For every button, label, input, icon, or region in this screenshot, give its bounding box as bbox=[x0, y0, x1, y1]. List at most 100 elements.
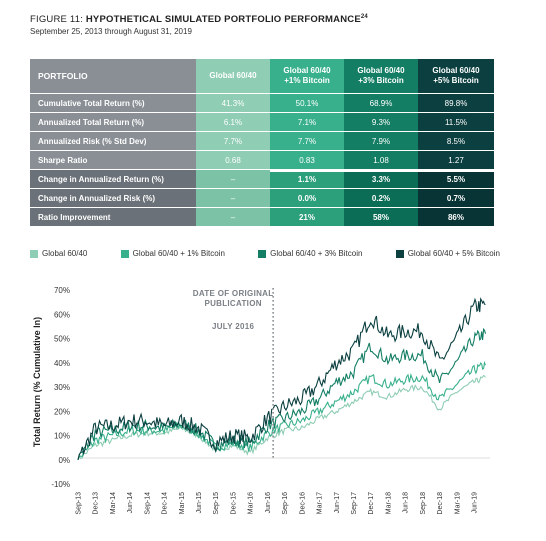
figure-subtitle: September 25, 2013 through August 31, 20… bbox=[30, 27, 192, 36]
series-line bbox=[77, 297, 486, 460]
annotation-date: JULY 2016 bbox=[212, 322, 255, 331]
row-label: Change in Annualized Return (%) bbox=[30, 170, 196, 189]
column-header-line1: Global 60/40 bbox=[283, 66, 331, 75]
x-tick-label: Mar-17 bbox=[317, 492, 324, 514]
y-tick-label: 30% bbox=[54, 383, 70, 392]
x-tick-label: Sep-14 bbox=[144, 492, 151, 515]
table-cell: 7.7% bbox=[270, 132, 344, 151]
column-header-line2: +3% Bitcoin bbox=[358, 76, 404, 85]
table-cell: 21% bbox=[270, 208, 344, 227]
row-label: Annualized Risk (% Std Dev) bbox=[30, 132, 196, 151]
table-cell: 6.1% bbox=[196, 113, 270, 132]
table-row: Change in Annualized Return (%) – 1.1% 3… bbox=[30, 170, 494, 189]
x-tick-label: Mar-18 bbox=[385, 492, 392, 514]
table-cell: – bbox=[196, 208, 270, 227]
legend-label: Global 60/40 + 3% Bitcoin bbox=[270, 249, 363, 258]
x-tick-label: Jun-19 bbox=[472, 492, 479, 514]
series-group bbox=[77, 297, 487, 460]
y-axis-title: Total Return (% Cumulative ln) bbox=[32, 317, 42, 447]
table-cell: 1.27 bbox=[418, 151, 494, 170]
legend-label: Global 60/40 bbox=[42, 249, 88, 258]
table-cell: 50.1% bbox=[270, 94, 344, 113]
table-row: Annualized Risk (% Std Dev) 7.7% 7.7% 7.… bbox=[30, 132, 494, 151]
table-cell: 7.7% bbox=[196, 132, 270, 151]
x-tick-label: Sep-17 bbox=[351, 492, 358, 515]
row-label: Change in Annualized Risk (%) bbox=[30, 189, 196, 208]
legend-item: Global 60/40 bbox=[30, 249, 87, 258]
legend-swatch bbox=[120, 249, 129, 258]
legend-label: Global 60/40 + 1% Bitcoin bbox=[132, 249, 225, 258]
column-header: Global 60/40 +1% Bitcoin bbox=[270, 59, 344, 94]
y-tick-label: 60% bbox=[54, 310, 70, 319]
x-tick-label: Jun-15 bbox=[196, 492, 203, 514]
x-tick-label: Sep-18 bbox=[420, 492, 427, 515]
table-cell: 1.1% bbox=[270, 170, 344, 189]
x-tick-label: Jun-17 bbox=[334, 492, 341, 514]
table-cell: 86% bbox=[418, 208, 494, 227]
table-cell: 5.5% bbox=[418, 170, 494, 189]
row-label: Cumulative Total Return (%) bbox=[30, 94, 196, 113]
table-row: Cumulative Total Return (%) 41.3% 50.1% … bbox=[30, 94, 494, 113]
legend-swatch bbox=[30, 249, 38, 258]
figure-title-main: HYPOTHETICAL SIMULATED PORTFOLIO PERFORM… bbox=[85, 14, 361, 26]
x-tick-label: Jun-18 bbox=[403, 492, 410, 514]
legend-item: Global 60/40 + 1% Bitcoin bbox=[120, 249, 225, 258]
legend-swatch bbox=[258, 249, 267, 258]
table-cell: – bbox=[196, 170, 270, 189]
table-row: Ratio Improvement – 21% 58% 86% bbox=[30, 208, 494, 227]
annotation-line1: DATE OF ORIGINAL bbox=[193, 289, 274, 298]
table-cell: 9.3% bbox=[344, 113, 418, 132]
figure-title-prefix: FIGURE 11: bbox=[30, 14, 86, 26]
x-tick-label: Jun-16 bbox=[265, 492, 272, 514]
legend-swatch bbox=[395, 249, 404, 258]
x-tick-label: Mar-16 bbox=[248, 492, 255, 514]
table-cell: 3.3% bbox=[344, 170, 418, 189]
x-tick-label: Dec-15 bbox=[230, 492, 237, 515]
row-label: Sharpe Ratio bbox=[30, 151, 196, 170]
y-tick-label: 40% bbox=[54, 359, 70, 368]
table-cell: – bbox=[196, 189, 270, 208]
series-line bbox=[77, 374, 486, 460]
figure-title-footnote: 24 bbox=[360, 14, 368, 20]
table-cell: 68.9% bbox=[344, 94, 418, 113]
table-cell: 58% bbox=[344, 208, 418, 227]
table-cell: 1.08 bbox=[344, 151, 418, 170]
table-cell: 7.9% bbox=[344, 132, 418, 151]
row-label: Annualized Total Return (%) bbox=[30, 113, 196, 132]
table-cell: 0.68 bbox=[196, 151, 270, 170]
column-header-line1: Global 60/40 bbox=[432, 66, 480, 75]
x-tick-label: Sep-13 bbox=[76, 492, 83, 515]
y-tick-label: 10% bbox=[54, 432, 70, 441]
column-header: Global 60/40 bbox=[196, 59, 270, 94]
x-tick-label: Dec-16 bbox=[299, 492, 306, 515]
table-cell: 11.5% bbox=[418, 113, 494, 132]
y-axis: -10% 0% 10% 20% 30% 40% 50% 60% 70% bbox=[51, 286, 70, 489]
x-tick-label: Dec-14 bbox=[162, 492, 169, 515]
legend-item: Global 60/40 + 3% Bitcoin bbox=[258, 249, 362, 258]
x-tick-label: Sep-16 bbox=[282, 492, 289, 515]
column-header-line1: Global 60/40 bbox=[357, 66, 405, 75]
x-tick-label: Dec-13 bbox=[93, 492, 100, 515]
series-line bbox=[77, 360, 487, 460]
y-tick-label: 50% bbox=[54, 335, 70, 344]
table-row: Change in Annualized Risk (%) – 0.0% 0.2… bbox=[30, 189, 494, 208]
chart-legend: Global 60/40 Global 60/40 + 1% Bitcoin G… bbox=[30, 249, 500, 258]
table-cell: 8.5% bbox=[418, 132, 494, 151]
y-tick-label: 20% bbox=[54, 407, 70, 416]
table-cell: 89.8% bbox=[418, 94, 494, 113]
x-tick-label: Mar-14 bbox=[110, 492, 117, 514]
y-tick-label: 0% bbox=[58, 456, 70, 465]
annotation-line2: PUBLICATION bbox=[204, 299, 261, 308]
x-tick-label: Mar-15 bbox=[179, 492, 186, 514]
table-row: Sharpe Ratio 0.68 0.83 1.08 1.27 bbox=[30, 151, 494, 170]
x-tick-label: Jun-14 bbox=[127, 492, 134, 514]
legend-item: Global 60/40 + 5% Bitcoin bbox=[395, 249, 500, 258]
table-cell: 0.2% bbox=[344, 189, 418, 208]
column-header-line2: +1% Bitcoin bbox=[284, 76, 330, 85]
column-header-line1: Global 60/40 bbox=[209, 71, 257, 80]
performance-table: PORTFOLIO Global 60/40 Global 60/40 +1% B… bbox=[30, 59, 494, 227]
column-header: Global 60/40 +5% Bitcoin bbox=[418, 59, 494, 94]
x-axis: Sep-13 Dec-13 Mar-14 Jun-14 Sep-14 Dec-14 Mar-… bbox=[76, 492, 479, 515]
line-chart: Total Return (% Cumulative ln) -10% 0% 10%… bbox=[32, 286, 490, 515]
table-header-row: PORTFOLIO Global 60/40 Global 60/40 +1% B… bbox=[30, 59, 494, 94]
